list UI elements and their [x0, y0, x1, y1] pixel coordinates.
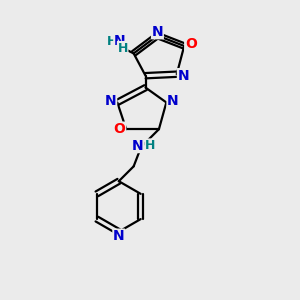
- Text: N: N: [152, 25, 163, 39]
- Text: N: N: [178, 69, 189, 83]
- Text: N: N: [167, 94, 179, 108]
- Text: H: H: [145, 139, 155, 152]
- Text: O: O: [114, 122, 126, 136]
- Text: H: H: [118, 42, 128, 55]
- Text: H: H: [107, 35, 117, 48]
- Text: N: N: [132, 139, 143, 152]
- Text: N: N: [113, 229, 124, 243]
- Text: N: N: [105, 94, 117, 108]
- Text: O: O: [185, 38, 197, 52]
- Text: N: N: [114, 34, 125, 48]
